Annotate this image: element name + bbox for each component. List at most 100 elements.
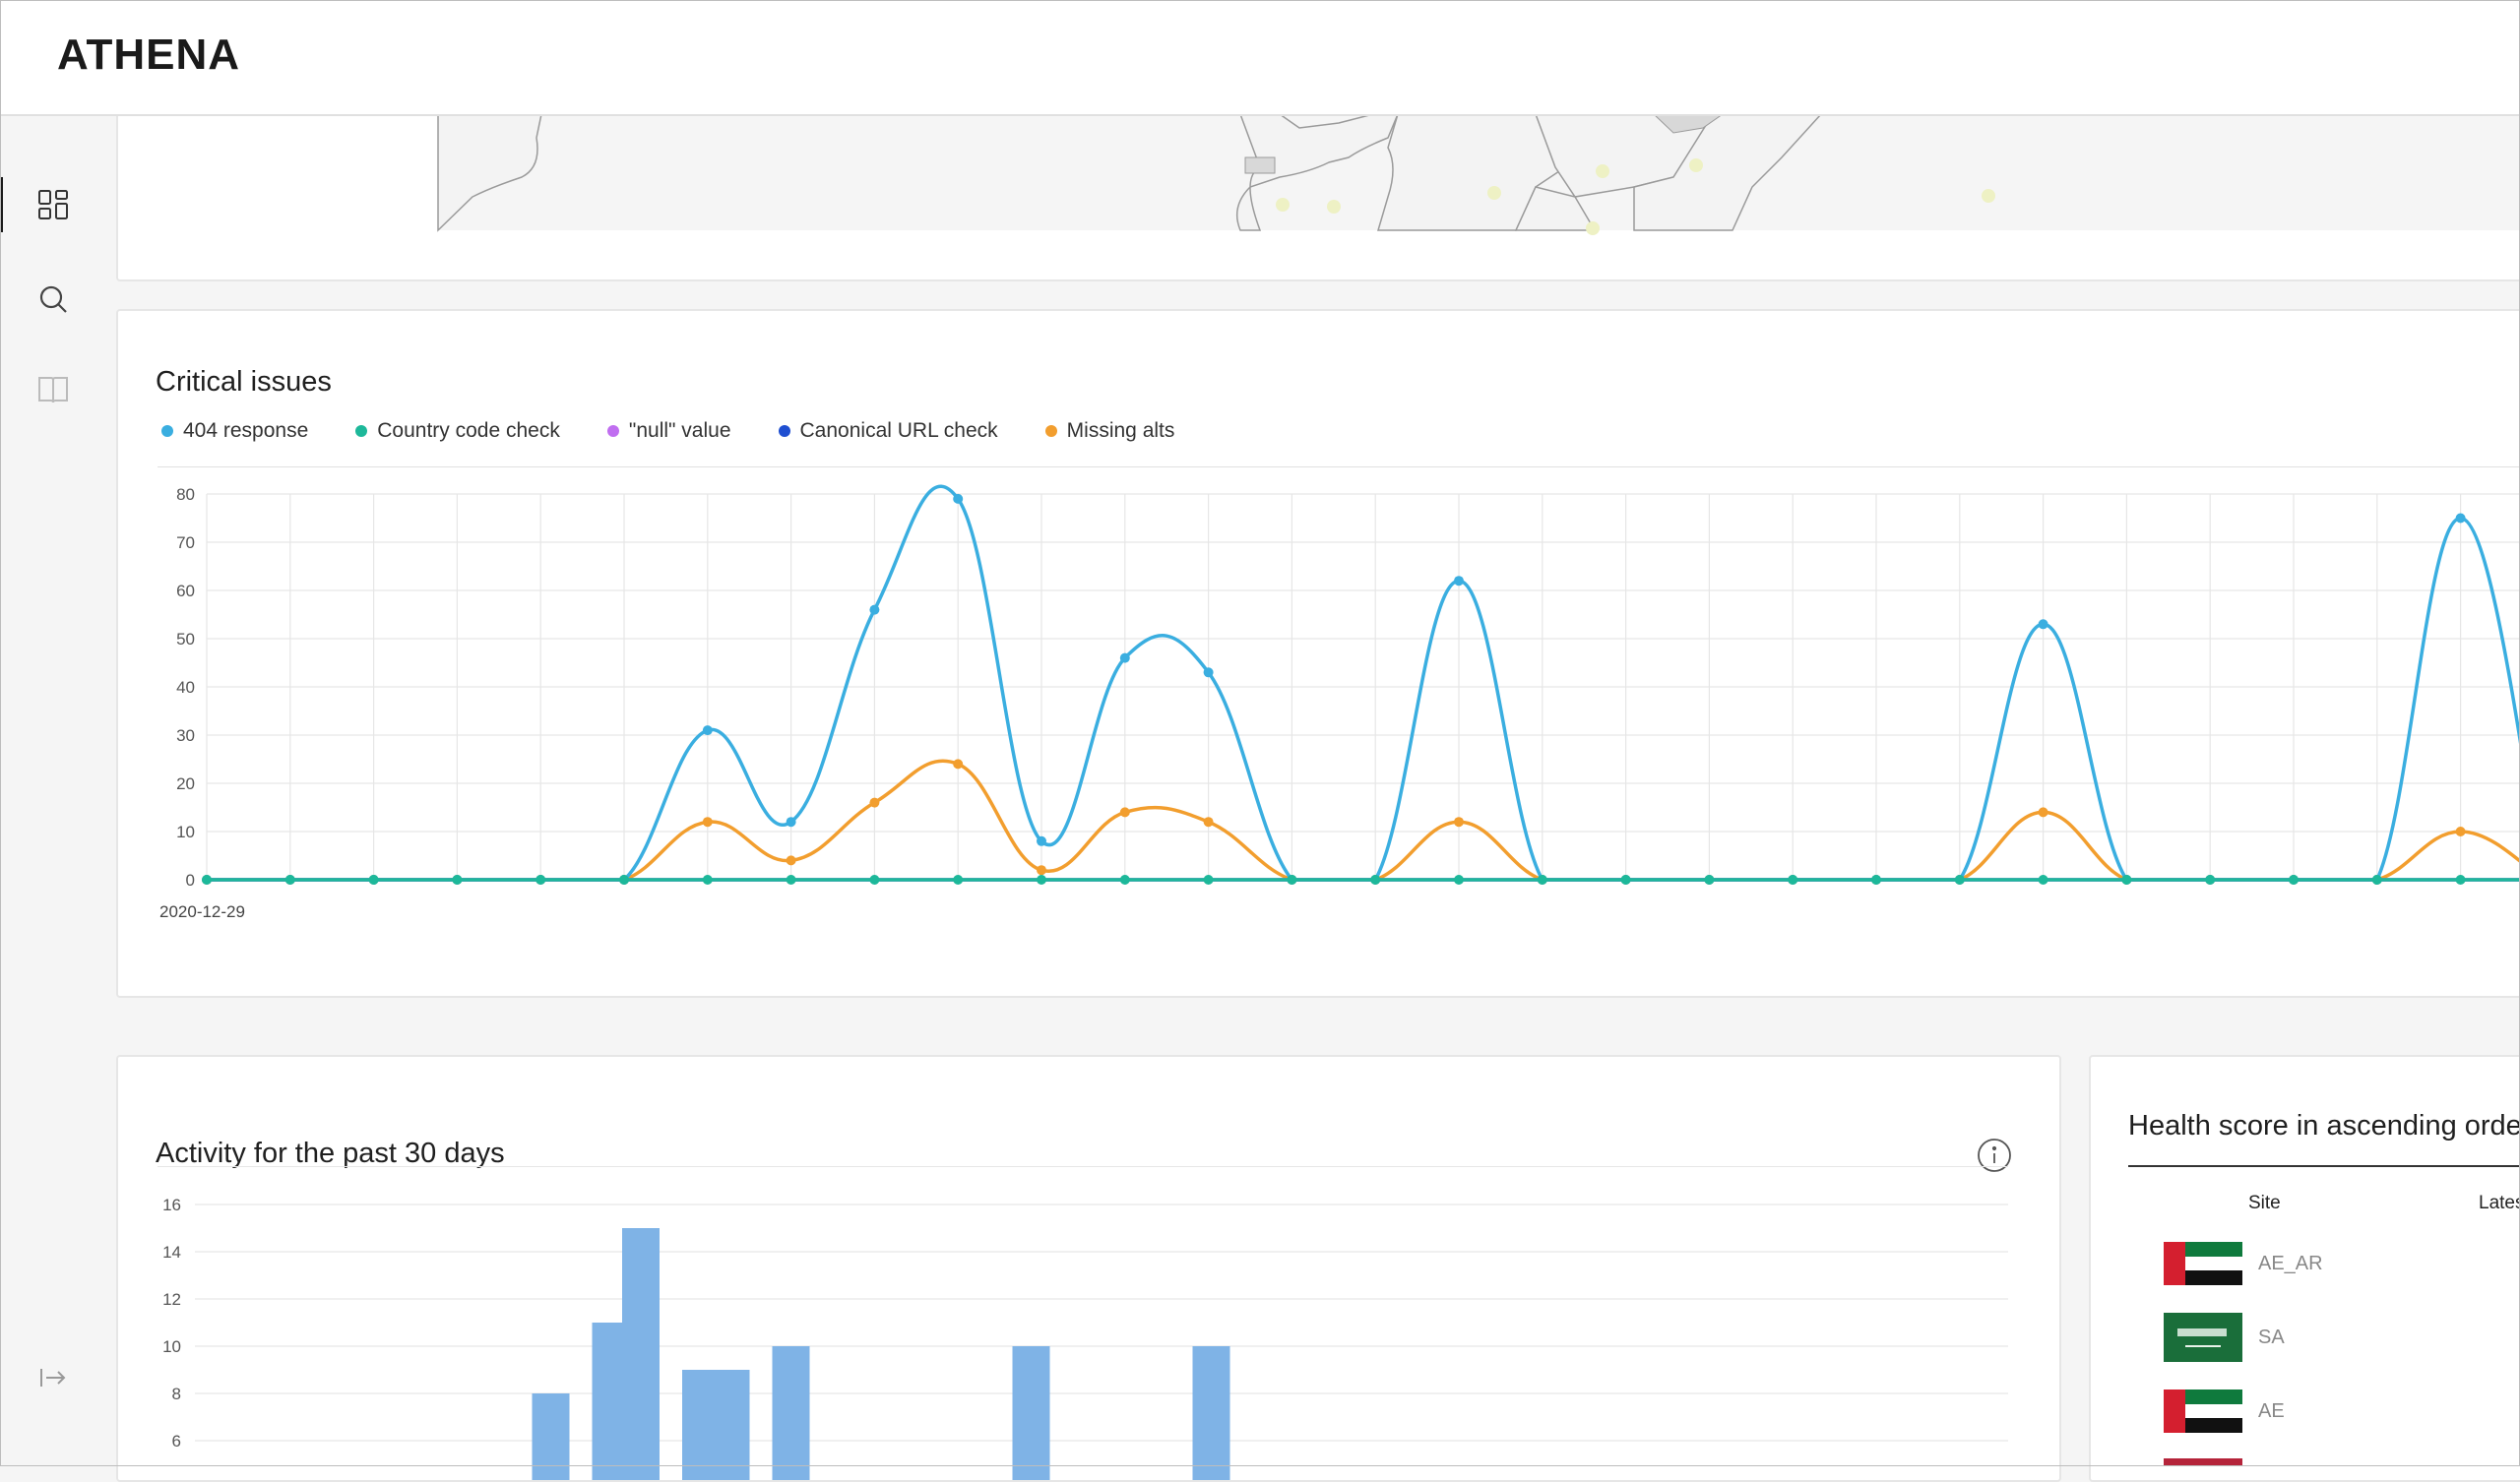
data-point [202, 875, 212, 885]
critical-issues-chart[interactable]: 0 10 20 30 40 50 60 70 80 2020-12-29 [118, 478, 2520, 990]
world-map[interactable] [118, 79, 2520, 236]
collapse-icon [40, 1369, 66, 1387]
data-point [1704, 875, 1715, 885]
app-header: ATHENA [0, 0, 2520, 116]
data-point [2371, 875, 2382, 885]
legend-label: Missing alts [1066, 419, 1175, 442]
data-point [1454, 576, 1464, 587]
legend-label: 404 response [183, 419, 309, 442]
health-divider [2128, 1165, 2520, 1167]
data-point [1119, 652, 1130, 663]
data-point [2455, 875, 2466, 885]
data-point [1203, 667, 1214, 678]
data-point [1788, 875, 1798, 885]
y-tick-label: 8 [172, 1385, 181, 1403]
uae-flag-icon [2164, 1389, 2242, 1433]
legend-dot [161, 425, 173, 437]
activity-card: Activity for the past 30 days 6 8 10 12 14 16 [116, 1055, 2061, 1482]
data-point [2038, 619, 2048, 630]
y-tick-label: 16 [162, 1196, 181, 1214]
data-point [1119, 875, 1130, 885]
legend-dot [355, 425, 368, 437]
legend-dot [606, 425, 619, 437]
legend-item-country-code[interactable]: Country code check [355, 419, 560, 443]
series-404-response [202, 484, 2520, 885]
collapse-sidebar-button[interactable] [0, 1346, 106, 1409]
activity-divider [158, 1166, 2008, 1167]
sidebar-item-search[interactable] [0, 268, 106, 331]
data-point [702, 725, 713, 736]
activity-bar [1192, 1346, 1230, 1480]
sidebar [0, 116, 106, 1466]
y-tick-label: 6 [172, 1432, 181, 1451]
table-row[interactable]: AE_AR [2164, 1242, 2323, 1285]
legend-dot [1044, 425, 1057, 437]
column-header-site[interactable]: Site [2248, 1193, 2281, 1213]
series-line [207, 759, 2520, 882]
data-point [452, 875, 463, 885]
legend-item-404[interactable]: 404 response [161, 419, 308, 443]
athena-logo[interactable]: ATHENA [57, 31, 254, 80]
site-name: AE_AR [2258, 1252, 2323, 1274]
column-header-latest[interactable]: Lates [2479, 1193, 2520, 1213]
chart-grid: 0 10 20 30 40 50 60 70 80 [176, 485, 2520, 890]
saudi-flag-icon [2164, 1313, 2242, 1362]
data-point [1537, 875, 1547, 885]
data-point [953, 493, 964, 504]
y-tick-label: 10 [162, 1337, 181, 1356]
data-point [1037, 865, 1046, 876]
book-icon [38, 377, 68, 403]
data-point [2121, 875, 2132, 885]
data-point [2205, 875, 2216, 885]
data-point [2455, 513, 2466, 524]
data-point [1119, 807, 1130, 818]
data-point [786, 875, 796, 885]
uae-flag-icon [2164, 1242, 2242, 1285]
y-tick-label: 10 [176, 823, 195, 841]
table-row[interactable]: SA [2164, 1313, 2285, 1362]
activity-title: Activity for the past 30 days [156, 1138, 505, 1169]
flag-partial [2164, 1458, 2242, 1466]
site-name: SA [2258, 1326, 2285, 1348]
y-tick-label: 0 [186, 871, 195, 890]
y-tick-label: 12 [162, 1290, 181, 1309]
dashboard-icon [38, 190, 68, 219]
critical-issues-card: Critical issues 404 response Country cod… [116, 309, 2520, 998]
activity-chart[interactable]: 6 8 10 12 14 16 [118, 1185, 2048, 1480]
data-point [1454, 817, 1464, 828]
table-row[interactable]: AE [2164, 1389, 2285, 1433]
health-score-card: Health score in ascending orde Site Late… [2089, 1055, 2520, 1482]
data-point [1037, 835, 1046, 846]
sidebar-item-dashboard[interactable] [0, 173, 106, 236]
data-point [619, 875, 629, 885]
series-line [207, 484, 2520, 882]
series-country-code-check [202, 875, 2520, 885]
data-point [702, 817, 713, 828]
y-tick-label: 60 [176, 582, 195, 600]
data-point [2038, 807, 2048, 818]
legend-item-null-value[interactable]: "null" value [606, 419, 731, 443]
search-icon [39, 285, 67, 313]
data-point [1203, 875, 1214, 885]
data-point [786, 855, 796, 866]
data-point [1370, 875, 1381, 885]
sidebar-item-docs[interactable] [0, 358, 106, 421]
activity-bar [532, 1393, 570, 1480]
activity-bar [772, 1346, 810, 1480]
legend-label: Country code check [377, 419, 560, 442]
data-point [1954, 875, 1965, 885]
site-name: AE [2258, 1399, 2285, 1422]
data-point [869, 604, 880, 615]
legend-item-canonical-url[interactable]: Canonical URL check [778, 419, 998, 443]
critical-issues-legend: 404 response Country code check "null" v… [161, 419, 1222, 443]
y-tick-label: 50 [176, 630, 195, 648]
data-point [1037, 875, 1046, 885]
legend-label: Canonical URL check [799, 419, 998, 442]
info-button[interactable] [1977, 1138, 2012, 1178]
y-tick-label: 30 [176, 726, 195, 745]
y-tick-label: 80 [176, 485, 195, 504]
legend-item-missing-alts[interactable]: Missing alts [1044, 419, 1175, 443]
data-point [2038, 875, 2048, 885]
data-point [869, 797, 880, 808]
legend-dot [778, 425, 790, 437]
